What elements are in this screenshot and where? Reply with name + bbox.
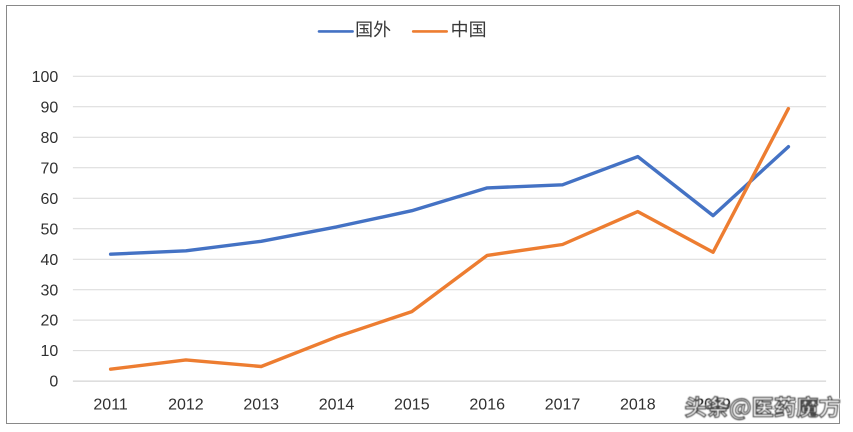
svg-text:2016: 2016 xyxy=(469,397,505,414)
svg-text:80: 80 xyxy=(41,130,59,147)
svg-text:10: 10 xyxy=(41,343,59,360)
svg-text:2013: 2013 xyxy=(243,397,279,414)
svg-text:2011: 2011 xyxy=(93,397,128,414)
svg-text:2015: 2015 xyxy=(394,397,430,414)
svg-text:2017: 2017 xyxy=(545,397,581,414)
svg-text:50: 50 xyxy=(41,221,59,238)
svg-text:100: 100 xyxy=(32,69,59,86)
svg-text:30: 30 xyxy=(41,282,59,299)
svg-text:90: 90 xyxy=(41,99,59,116)
svg-text:2018: 2018 xyxy=(620,397,656,414)
svg-text:20: 20 xyxy=(41,313,59,330)
svg-text:60: 60 xyxy=(41,191,59,208)
svg-text:2014: 2014 xyxy=(319,397,355,414)
svg-text:70: 70 xyxy=(41,160,59,177)
svg-text:40: 40 xyxy=(41,252,59,269)
svg-text:0: 0 xyxy=(49,374,58,391)
svg-text:2012: 2012 xyxy=(168,397,204,414)
